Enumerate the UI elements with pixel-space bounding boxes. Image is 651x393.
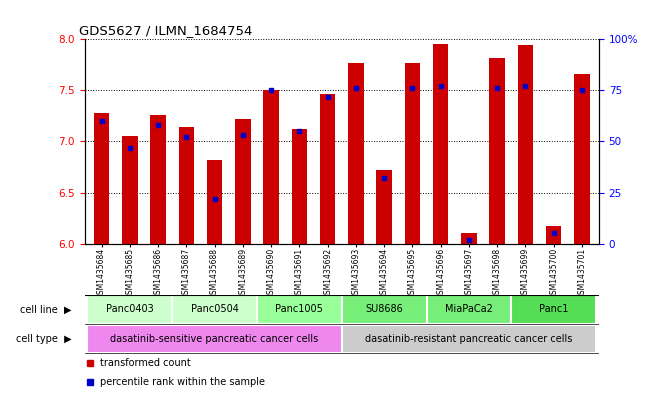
- Bar: [87, 325, 342, 353]
- Bar: [426, 296, 511, 324]
- Bar: [207, 160, 223, 244]
- Text: cell line  ▶: cell line ▶: [20, 305, 72, 314]
- Bar: [574, 74, 590, 244]
- Bar: [292, 129, 307, 244]
- Text: dasatinib-sensitive pancreatic cancer cells: dasatinib-sensitive pancreatic cancer ce…: [111, 334, 319, 344]
- Bar: [518, 46, 533, 244]
- Bar: [122, 136, 137, 244]
- Text: transformed count: transformed count: [100, 358, 191, 367]
- Bar: [342, 325, 596, 353]
- Bar: [511, 296, 596, 324]
- Text: Panc0504: Panc0504: [191, 305, 238, 314]
- Bar: [235, 119, 251, 244]
- Bar: [94, 113, 109, 244]
- Bar: [546, 226, 561, 244]
- Text: MiaPaCa2: MiaPaCa2: [445, 305, 493, 314]
- Text: dasatinib-resistant pancreatic cancer cells: dasatinib-resistant pancreatic cancer ce…: [365, 334, 573, 344]
- Text: percentile rank within the sample: percentile rank within the sample: [100, 377, 265, 387]
- Bar: [264, 90, 279, 244]
- Bar: [342, 296, 426, 324]
- Bar: [150, 115, 166, 244]
- Bar: [405, 63, 420, 244]
- Bar: [433, 44, 449, 244]
- Bar: [320, 94, 335, 244]
- Text: GDS5627 / ILMN_1684754: GDS5627 / ILMN_1684754: [79, 24, 253, 37]
- Text: Panc1: Panc1: [539, 305, 568, 314]
- Bar: [257, 296, 342, 324]
- Bar: [376, 170, 392, 244]
- Bar: [490, 58, 505, 244]
- Text: Panc0403: Panc0403: [106, 305, 154, 314]
- Bar: [461, 233, 477, 244]
- Bar: [173, 296, 257, 324]
- Text: SU8686: SU8686: [365, 305, 403, 314]
- Text: cell type  ▶: cell type ▶: [16, 334, 72, 344]
- Bar: [348, 63, 364, 244]
- Bar: [87, 296, 173, 324]
- Text: Panc1005: Panc1005: [275, 305, 324, 314]
- Bar: [178, 127, 194, 244]
